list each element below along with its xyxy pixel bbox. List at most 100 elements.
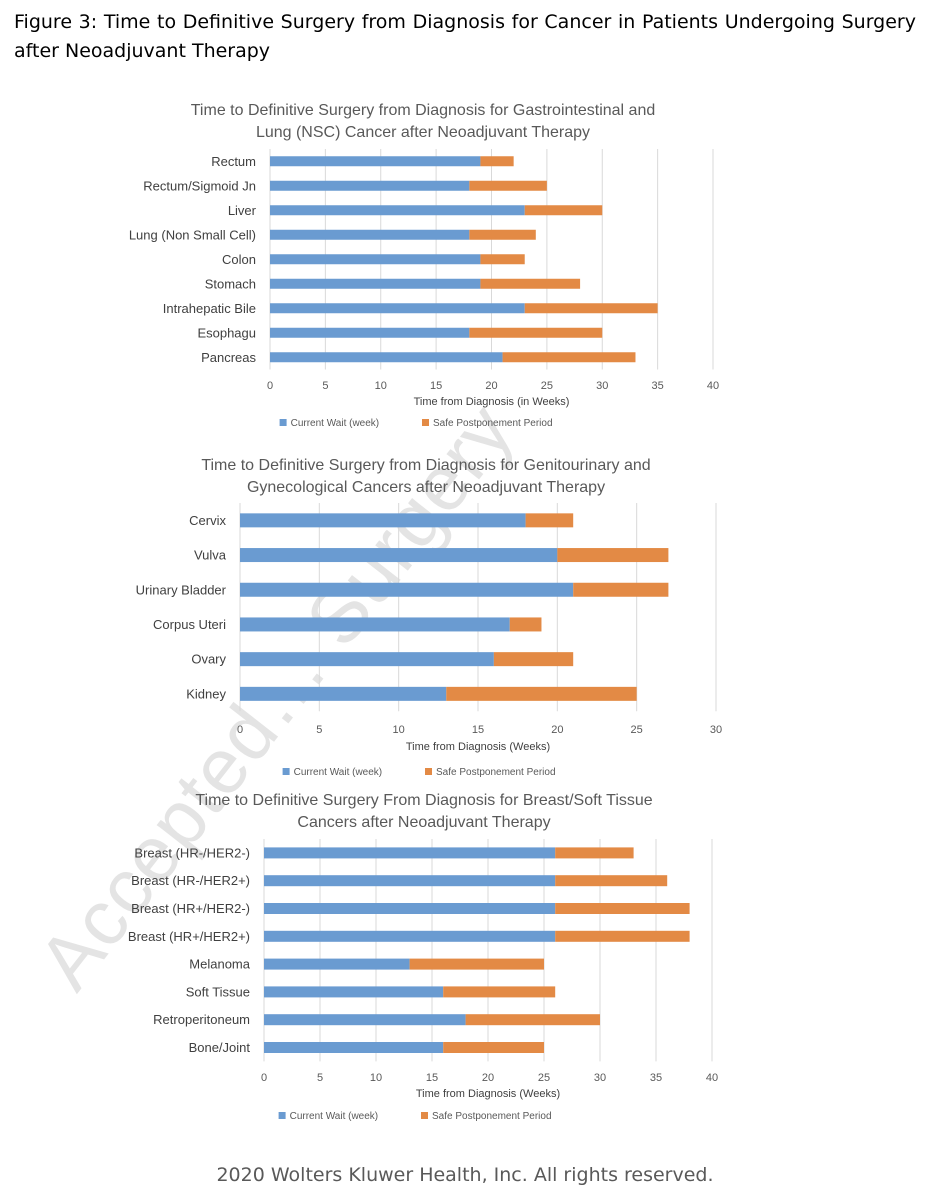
breast-x-axis-label: Time from Diagnosis (Weeks) — [416, 1088, 560, 1100]
figure-title: Figure 3: Time to Definitive Surgery fro… — [14, 11, 916, 62]
gi-bar-current-wait — [270, 180, 470, 191]
gi-x-tick-label: 35 — [652, 380, 664, 392]
copyright-footer: 2020 Wolters Kluwer Health, Inc. All rig… — [216, 1164, 714, 1186]
breast-bar-current-wait — [264, 847, 556, 859]
gu-category-label: Ovary — [191, 652, 226, 667]
gu-legend-swatch-current-wait — [282, 768, 290, 775]
gi-bar-current-wait — [270, 303, 525, 314]
chart-genitourinary: Time to Definitive Surgery from Diagnosi… — [136, 457, 722, 778]
breast-x-tick-label: 35 — [650, 1072, 662, 1084]
gi-category-label: Pancreas — [201, 350, 256, 365]
gu-bar-current-wait — [240, 513, 526, 528]
breast-x-tick-label: 5 — [317, 1072, 323, 1084]
gu-bar-current-wait — [240, 652, 494, 667]
gi-category-label: Liver — [228, 203, 257, 218]
chart-gi-lung: Time to Definitive Surgery from Diagnosi… — [129, 102, 719, 429]
breast-bar-current-wait — [264, 903, 556, 914]
gu-bar-safe-postponement — [557, 548, 669, 563]
breast-chart-title-line-0: Time to Definitive Surgery From Diagnosi… — [195, 792, 652, 809]
gu-bar-current-wait — [240, 686, 447, 701]
gu-x-tick-label: 25 — [631, 724, 643, 736]
gi-category-label: Stomach — [205, 276, 256, 291]
gu-x-tick-label: 10 — [393, 724, 405, 736]
breast-category-label: Breast (HR+/HER2+) — [128, 929, 250, 944]
breast-category-label: Retroperitoneum — [153, 1012, 250, 1027]
gi-bar-safe-postponement — [480, 156, 514, 167]
breast-bar-safe-postponement — [555, 903, 690, 914]
gi-x-tick-label: 25 — [541, 380, 553, 392]
gi-x-tick-label: 40 — [707, 380, 719, 392]
gu-category-label: Kidney — [186, 686, 226, 701]
gi-legend-label-current-wait: Current Wait (week) — [291, 418, 380, 429]
breast-bar-current-wait — [264, 930, 556, 942]
gi-category-label: Colon — [222, 252, 256, 267]
breast-legend-swatch-safe-postponement — [421, 1112, 428, 1119]
breast-bar-current-wait — [264, 1042, 444, 1053]
gi-bar-safe-postponement — [469, 327, 603, 338]
gu-bar-current-wait — [240, 548, 558, 563]
gi-bar-current-wait — [270, 205, 525, 216]
gu-x-axis-label: Time from Diagnosis (Weeks) — [406, 741, 550, 753]
breast-x-tick-label: 30 — [594, 1072, 606, 1084]
gi-x-axis-label: Time from Diagnosis (in Weeks) — [414, 396, 570, 408]
gi-bar-safe-postponement — [480, 278, 581, 289]
breast-legend-label-current-wait: Current Wait (week) — [290, 1111, 379, 1122]
gu-chart-title-line-0: Time to Definitive Surgery from Diagnosi… — [201, 457, 650, 474]
gu-category-label: Corpus Uteri — [153, 617, 226, 632]
gu-x-tick-label: 5 — [316, 724, 322, 736]
gu-bar-safe-postponement — [573, 582, 669, 597]
breast-category-label: Melanoma — [189, 957, 250, 972]
chart-breast-soft-tissue: Time to Definitive Surgery From Diagnosi… — [128, 792, 718, 1122]
gu-legend-label-safe-postponement: Safe Postponement Period — [436, 767, 556, 778]
breast-bar-current-wait — [264, 875, 556, 887]
gi-bar-current-wait — [270, 254, 481, 265]
breast-category-label: Breast (HR+/HER2-) — [131, 901, 250, 916]
gu-chart-title-line-1: Gynecological Cancers after Neoadjuvant … — [247, 479, 605, 496]
gu-x-tick-label: 0 — [237, 724, 243, 736]
gi-legend-label-safe-postponement: Safe Postponement Period — [433, 418, 553, 429]
breast-bar-safe-postponement — [555, 875, 668, 887]
breast-category-label: Breast (HR-/HER2-) — [134, 845, 250, 860]
gi-bar-safe-postponement — [469, 229, 536, 240]
gi-bar-current-wait — [270, 352, 503, 363]
breast-category-label: Soft Tissue — [186, 984, 250, 999]
breast-bar-current-wait — [264, 986, 444, 998]
breast-legend-swatch-current-wait — [278, 1112, 286, 1119]
gu-bar-safe-postponement — [525, 513, 574, 528]
breast-bar-safe-postponement — [555, 847, 634, 859]
gi-bar-safe-postponement — [524, 205, 603, 216]
breast-bar-safe-postponement — [555, 930, 690, 942]
gu-bar-safe-postponement — [493, 652, 574, 667]
breast-x-tick-label: 15 — [426, 1072, 438, 1084]
gi-bar-current-wait — [270, 327, 470, 338]
gi-bar-safe-postponement — [480, 254, 525, 265]
gi-x-tick-label: 30 — [596, 380, 608, 392]
gi-legend-swatch-safe-postponement — [422, 419, 429, 426]
gi-x-tick-label: 15 — [430, 380, 442, 392]
gu-category-label: Vulva — [194, 548, 227, 563]
breast-category-label: Bone/Joint — [189, 1040, 251, 1055]
gi-x-tick-label: 5 — [322, 380, 328, 392]
breast-bar-current-wait — [264, 1014, 466, 1026]
gi-category-label: Rectum — [211, 154, 256, 169]
breast-category-label: Breast (HR-/HER2+) — [131, 873, 250, 888]
breast-bar-current-wait — [264, 958, 410, 970]
gu-bar-safe-postponement — [509, 617, 542, 632]
breast-x-tick-label: 40 — [706, 1072, 718, 1084]
gi-chart-title-line-1: Lung (NSC) Cancer after Neoadjuvant Ther… — [256, 124, 590, 141]
gu-legend-label-current-wait: Current Wait (week) — [294, 767, 383, 778]
breast-legend-label-safe-postponement: Safe Postponement Period — [432, 1111, 552, 1122]
gu-category-label: Urinary Bladder — [136, 582, 227, 597]
gi-category-label: Rectum/Sigmoid Jn — [143, 178, 256, 193]
gi-x-tick-label: 20 — [485, 380, 497, 392]
breast-chart-title-line-1: Cancers after Neoadjuvant Therapy — [297, 814, 550, 831]
gi-chart-title-line-0: Time to Definitive Surgery from Diagnosi… — [191, 102, 655, 119]
gi-bar-current-wait — [270, 229, 470, 240]
breast-bar-safe-postponement — [409, 958, 544, 970]
gu-x-tick-label: 30 — [710, 724, 722, 736]
gi-bar-current-wait — [270, 156, 481, 167]
gu-bar-safe-postponement — [446, 686, 637, 701]
gu-x-tick-label: 15 — [472, 724, 484, 736]
gi-legend-swatch-current-wait — [279, 419, 287, 426]
gu-bar-current-wait — [240, 582, 574, 597]
